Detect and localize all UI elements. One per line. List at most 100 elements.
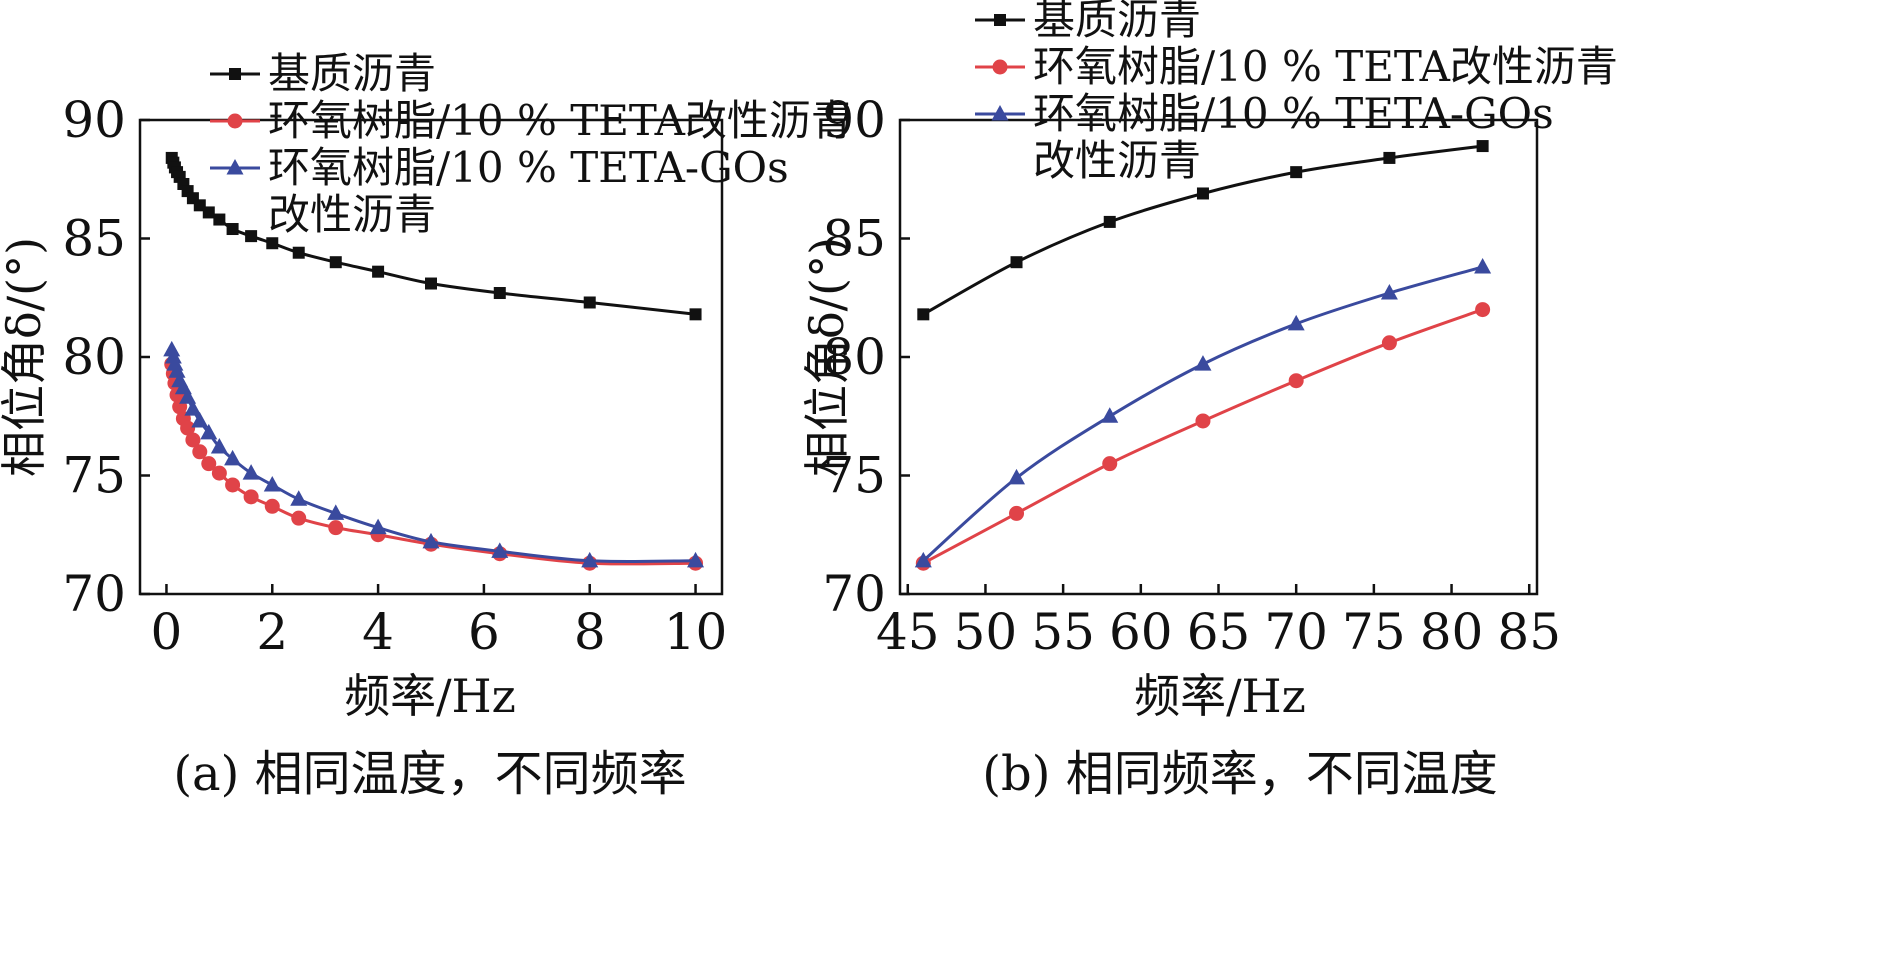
panel-a-data-point	[266, 237, 279, 250]
panel-a-series-square	[165, 151, 702, 321]
panel-a-data-point	[422, 532, 440, 549]
panel-a-series	[163, 151, 705, 571]
panel-b-data-point	[1194, 355, 1212, 371]
panel-a-data-point	[290, 490, 308, 506]
panel-b-data-point	[1101, 407, 1119, 423]
panel-a-data-point	[191, 411, 209, 428]
panel-a-data-point	[213, 213, 226, 226]
panel-b-data-point	[1476, 140, 1489, 153]
panel-a-data-point	[168, 362, 186, 378]
panel-b-data-point	[1103, 215, 1116, 228]
panel-a-data-point	[583, 296, 596, 309]
panel-b-series-square	[917, 140, 1489, 321]
panel-b-x-tick-label: 55	[1031, 603, 1095, 661]
panel-b-data-point	[1290, 166, 1303, 179]
panel-a-y-tick-label: 70	[62, 565, 126, 623]
panel-a-legend-swatch-marker	[226, 159, 244, 175]
panel-b-data-point	[1102, 456, 1118, 472]
panel-a-data-point	[264, 498, 280, 514]
panel-b-y-tick-label: 85	[822, 210, 886, 268]
panel-b-data-point	[1475, 302, 1491, 318]
panel-b-y-tick-label: 90	[822, 91, 886, 149]
panel-b-x-tick-label: 65	[1187, 603, 1251, 661]
panel-b-data-point	[1009, 505, 1025, 521]
panel-a-data-point	[226, 223, 239, 236]
panel-a-data-point	[210, 438, 228, 454]
panel-b-data-point	[917, 308, 930, 321]
panel-a-data-point	[201, 456, 217, 472]
panel-a-y-tick-label: 90	[62, 91, 126, 149]
panel-a-data-point	[292, 246, 305, 259]
panel-a-data-point	[369, 518, 387, 535]
panel-a-y-tick-label: 75	[62, 447, 126, 505]
panel-a-x-axis-title: 频率/Hz	[344, 669, 516, 723]
panel-a-data-point	[200, 423, 218, 440]
panel-b-data-point	[1010, 256, 1023, 269]
panel-a-x-tick-label: 2	[256, 603, 288, 661]
panel-a-data-point	[163, 340, 181, 357]
panel-a-data-point	[263, 475, 281, 492]
panel-b-y-tick-label: 70	[822, 565, 886, 623]
panel-a-x-tick-label: 10	[664, 603, 728, 661]
panel-b-data-point	[1287, 314, 1305, 331]
panel-b-y-tick-label: 75	[822, 447, 886, 505]
panel-a-series-line	[170, 349, 696, 564]
panel-b-legend-label: 基质沥青	[1033, 0, 1201, 44]
panel-a-data-point	[185, 432, 201, 448]
panel-a-data-point	[243, 489, 259, 505]
panel-b-caption: (b) 相同频率，不同温度	[982, 746, 1497, 802]
panel-a-x-tick-label: 0	[151, 603, 183, 661]
panel-b-data-point	[1381, 335, 1397, 351]
panel-a-data-point	[192, 444, 208, 460]
panel-b-y-tick-label: 80	[822, 328, 886, 386]
panel-a-caption: (a) 相同温度，不同频率	[173, 746, 686, 802]
panel-a-data-point	[202, 206, 215, 219]
panel-a-legend-label: 基质沥青	[268, 49, 436, 98]
panel-a-legend-swatch-marker	[229, 68, 241, 80]
panel-b-x-tick-label: 80	[1420, 603, 1484, 661]
panel-a-data-point	[211, 465, 227, 481]
panel-a-data-point	[425, 277, 437, 290]
panel-a-x-tick-label: 4	[362, 603, 394, 661]
panel-a-y-tick-label: 80	[62, 328, 126, 386]
panel-a-data-point	[372, 265, 385, 278]
panel-a-data-point	[328, 520, 344, 536]
panel-b-data-point	[1474, 257, 1492, 274]
panel-b-legend-label: 环氧树脂/10 % TETA-GOs	[1033, 89, 1554, 138]
panel-b-series-circle	[915, 302, 1491, 571]
panel-b-legend-swatch-marker	[994, 14, 1006, 26]
panel-a-data-point	[184, 400, 202, 416]
panel-b-x-tick-label: 45	[876, 603, 940, 661]
panel-b-x-tick-label: 75	[1342, 603, 1406, 661]
panel-b-series-line	[922, 308, 1484, 565]
panel-a-legend-entry: 环氧树脂/10 % TETA改性沥青	[210, 96, 853, 145]
panel-b-series-triangle	[914, 257, 1492, 568]
panel-a-legend-label: 环氧树脂/10 % TETA-GOs	[268, 143, 789, 192]
panel-b-data-point	[1195, 413, 1211, 429]
panel-b-data-point	[1380, 284, 1398, 300]
panel-b-series	[914, 140, 1492, 571]
panel-a-legend-swatch-marker	[227, 113, 243, 129]
panel-a-data-point	[179, 388, 197, 404]
panel-a-y-axis-title: 相位角δ/(°)	[0, 237, 51, 477]
panel-a-data-point	[224, 449, 242, 466]
panel-b-x-tick-label: 60	[1109, 603, 1173, 661]
panel-b-y-axis-title: 相位角δ/(°)	[800, 237, 854, 477]
panel-b-data-point	[1288, 373, 1304, 389]
panel-a-data-point	[327, 504, 345, 520]
panel-b-data-point	[1196, 187, 1209, 200]
panel-b-x-tick-label: 50	[954, 603, 1018, 661]
panel-a-data-point	[687, 551, 705, 568]
panel-a-x-tick-label: 8	[574, 603, 606, 661]
panel-b-x-axis-title: 频率/Hz	[1134, 669, 1306, 723]
panel-a-y-tick-label: 85	[62, 210, 126, 268]
panel-a-data-point	[245, 230, 258, 243]
panel-a-data-point	[164, 348, 182, 364]
